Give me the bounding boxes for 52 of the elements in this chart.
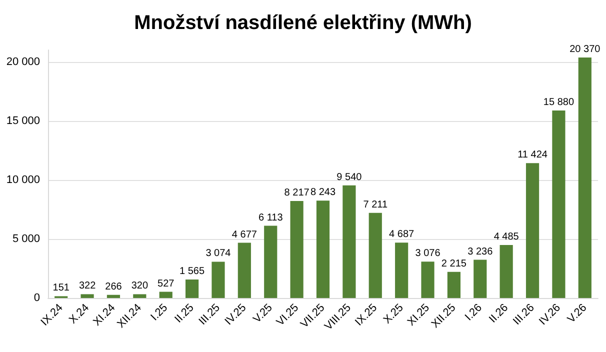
bar (578, 57, 592, 298)
bar (552, 110, 566, 298)
data-label: 1 565 (180, 266, 205, 278)
bar (159, 292, 172, 298)
data-label: 4 687 (389, 229, 415, 240)
data-label: 527 (158, 278, 175, 290)
data-label: 320 (131, 280, 148, 292)
y-tick-label: 15 000 (6, 114, 40, 127)
bar (264, 226, 278, 298)
bar (133, 294, 146, 298)
y-tick-label: 20 000 (6, 56, 40, 68)
x-tick-label: I.25 (148, 302, 170, 324)
data-label: 266 (105, 281, 122, 292)
data-label: 8 217 (284, 187, 310, 198)
data-label: 9 540 (336, 172, 362, 183)
data-label: 4 677 (232, 229, 258, 240)
bar (80, 294, 94, 298)
bar (186, 280, 199, 298)
chart-title: Množství nasdílené elektřiny (MWh) (134, 12, 472, 34)
data-label: 3 074 (206, 248, 232, 260)
data-label: 15 880 (543, 96, 574, 108)
y-tick-label: 10 000 (6, 174, 40, 186)
data-label: 20 370 (570, 44, 601, 55)
data-label: 8 243 (310, 187, 336, 198)
bar (106, 294, 120, 298)
bar (368, 212, 382, 298)
data-label: 151 (52, 282, 70, 294)
x-tick-label: V.25 (251, 302, 275, 326)
bar (421, 262, 434, 298)
bar (474, 260, 487, 298)
data-label: 322 (78, 280, 96, 292)
bar (212, 262, 225, 298)
bar (500, 245, 513, 298)
data-label: 7 211 (363, 199, 388, 210)
data-label: 4 485 (494, 232, 520, 243)
data-label: 3 236 (468, 246, 494, 258)
bar (316, 200, 330, 298)
bar (526, 163, 540, 298)
y-tick-label: 0 (34, 292, 40, 304)
data-label: 3 076 (415, 248, 441, 260)
x-tick-label: V.26 (565, 302, 590, 326)
data-label: 11 424 (518, 150, 548, 161)
data-label: 6 113 (258, 212, 284, 224)
bar (238, 242, 251, 298)
bar (290, 200, 304, 298)
x-tick-label: II.26 (486, 302, 511, 326)
y-tick-label: 5 000 (12, 232, 40, 245)
bar (342, 185, 356, 298)
data-label: 2 215 (441, 258, 467, 270)
bar (395, 242, 408, 298)
bar (447, 272, 460, 298)
x-tick-label: I.26 (462, 302, 484, 324)
